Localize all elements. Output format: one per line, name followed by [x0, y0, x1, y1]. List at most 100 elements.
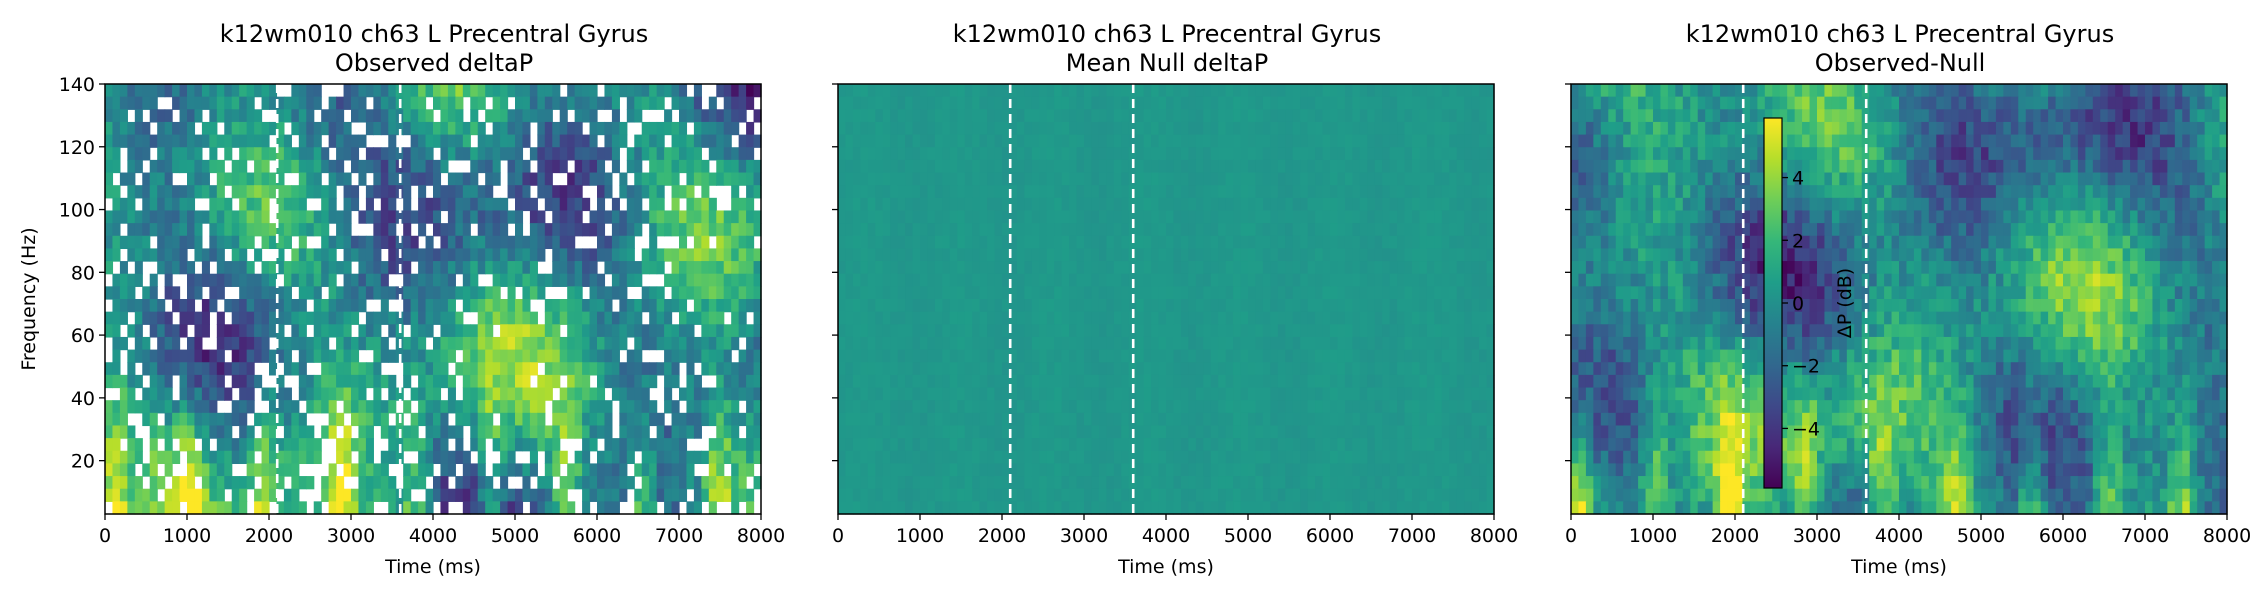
heatmap-cell — [574, 286, 583, 300]
heatmap-cell — [1136, 109, 1145, 123]
heatmap-cell — [671, 273, 680, 287]
heatmap-cell — [1434, 299, 1443, 313]
heatmap-cell — [1098, 273, 1107, 287]
heatmap-cell — [611, 336, 620, 351]
heatmap-cell — [328, 121, 337, 136]
heatmap-cell — [882, 235, 891, 250]
heatmap-cell — [1315, 121, 1324, 136]
heatmap-cell — [1054, 349, 1063, 363]
heatmap-cell — [477, 400, 486, 414]
heatmap-cell — [1121, 197, 1130, 212]
heatmap-cell — [716, 349, 725, 363]
heatmap-cell — [1322, 147, 1331, 161]
heatmap-cell — [1441, 349, 1450, 363]
heatmap-cell — [164, 147, 173, 161]
heatmap-cell — [1412, 197, 1421, 212]
heatmap-cell — [403, 349, 412, 363]
heatmap-cell — [671, 248, 680, 262]
heatmap-cell — [1412, 362, 1421, 376]
heatmap-cell — [1069, 286, 1078, 300]
heatmap-cell — [626, 261, 635, 275]
heatmap-cell — [979, 336, 988, 351]
heatmap-cell — [686, 261, 695, 275]
heatmap-cell — [447, 235, 456, 250]
heatmap-cell — [425, 374, 434, 389]
heatmap-cell — [1434, 412, 1443, 427]
heatmap-cell — [172, 185, 181, 199]
heatmap-cell — [964, 134, 973, 148]
heatmap-cell — [731, 412, 740, 427]
heatmap-cell — [231, 400, 240, 414]
heatmap-cell — [201, 159, 210, 174]
heatmap-cell — [507, 84, 516, 98]
heatmap-cell — [216, 336, 225, 351]
heatmap-cell — [328, 324, 337, 338]
heatmap-cell — [261, 349, 270, 363]
heatmap-cell — [845, 311, 854, 325]
heatmap-cell — [246, 223, 255, 237]
heatmap-cell — [708, 121, 717, 136]
heatmap-cell — [105, 463, 114, 477]
heatmap-cell — [664, 463, 673, 477]
heatmap-cell — [142, 286, 151, 300]
heatmap-cell — [224, 299, 233, 313]
heatmap-cell — [1322, 223, 1331, 237]
x-tick-label: 5000 — [491, 525, 539, 547]
heatmap-cell — [753, 412, 762, 427]
heatmap-cell — [1270, 134, 1279, 148]
heatmap-cell — [905, 84, 914, 98]
heatmap-cell — [664, 248, 673, 262]
heatmap-cell — [589, 273, 598, 287]
heatmap-cell — [216, 96, 225, 110]
heatmap-cell — [537, 223, 546, 237]
heatmap-cell — [380, 96, 389, 110]
heatmap-cell — [1098, 362, 1107, 376]
heatmap-cell — [852, 121, 861, 136]
heatmap-cell — [875, 261, 884, 275]
heatmap-cell — [216, 273, 225, 287]
heatmap-cell — [1277, 210, 1286, 224]
heatmap-cell — [1240, 362, 1249, 376]
heatmap-cell — [470, 172, 479, 186]
heatmap-cell — [157, 84, 166, 98]
heatmap-cell — [209, 109, 218, 123]
heatmap-cell — [343, 121, 352, 136]
heatmap-cell — [589, 248, 598, 262]
heatmap-cell — [979, 109, 988, 123]
heatmap-cell — [112, 311, 121, 325]
heatmap-cell — [987, 84, 996, 98]
heatmap-cell — [552, 425, 561, 439]
heatmap-cell — [912, 109, 921, 123]
heatmap-cell — [882, 311, 891, 325]
heatmap-cell — [1426, 109, 1435, 123]
heatmap-cell — [1300, 223, 1309, 237]
heatmap-cell — [597, 463, 606, 477]
heatmap-cell — [1330, 387, 1339, 401]
heatmap-cell — [485, 400, 494, 414]
heatmap-cell — [1166, 336, 1175, 351]
heatmap-cell — [686, 336, 695, 351]
heatmap-cell — [1404, 185, 1413, 199]
heatmap-cell — [201, 463, 210, 477]
x-tick-label: 8000 — [737, 525, 785, 547]
heatmap-cell — [1374, 400, 1383, 414]
heatmap-cell — [1180, 96, 1189, 110]
heatmap-cell — [283, 261, 292, 275]
heatmap-cell — [619, 362, 628, 376]
heatmap-cell — [1173, 235, 1182, 250]
heatmap-cell — [1024, 261, 1033, 275]
heatmap-cell — [979, 134, 988, 148]
heatmap-cell — [172, 450, 181, 465]
heatmap-cell — [269, 185, 278, 199]
heatmap-cell — [912, 185, 921, 199]
heatmap-cell — [1091, 84, 1100, 98]
heatmap-cell — [1486, 96, 1495, 110]
heatmap-cell — [1412, 324, 1421, 338]
heatmap-cell — [716, 374, 725, 389]
heatmap-cell — [194, 387, 203, 401]
heatmap-cell — [574, 324, 583, 338]
heatmap-cell — [336, 501, 345, 515]
heatmap-cell — [544, 273, 553, 287]
heatmap-cell — [626, 248, 635, 262]
heatmap-cell — [537, 109, 546, 123]
